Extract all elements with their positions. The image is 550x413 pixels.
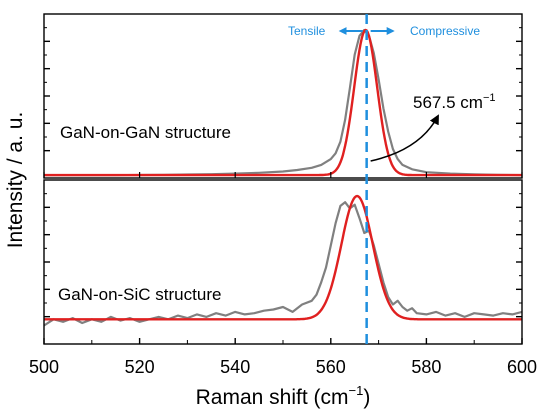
fit-curve-top (44, 28, 522, 177)
panel-label-top: GaN-on-GaN structure (60, 123, 231, 142)
peak-value-label: 567.5 cm−1 (413, 92, 495, 112)
x-tick-label: 600 (507, 357, 537, 377)
x-axis-label: Raman shift (cm−1) (196, 383, 371, 409)
x-tick-label: 540 (220, 357, 250, 377)
y-axis-label: Intensity / a. u. (4, 112, 27, 249)
panel-gan-on-gan: GaN-on-GaN structure (43, 13, 523, 179)
peak-annotation-arrow (370, 114, 439, 162)
experimental-curve-bottom (44, 201, 522, 327)
x-tick-label: 560 (316, 357, 346, 377)
compressive-label: Compressive (410, 24, 480, 38)
fit-curve-bottom (44, 194, 522, 321)
x-tick-label: 520 (125, 357, 155, 377)
panel-label-bottom: GaN-on-SiC structure (58, 285, 221, 304)
x-axis: 500 520 540 560 580 600 (29, 172, 537, 377)
x-tick-label: 500 (29, 357, 59, 377)
tensile-label: Tensile (288, 24, 326, 38)
x-tick-label: 580 (411, 357, 441, 377)
panel-gan-on-sic: GaN-on-SiC structure (43, 179, 523, 345)
